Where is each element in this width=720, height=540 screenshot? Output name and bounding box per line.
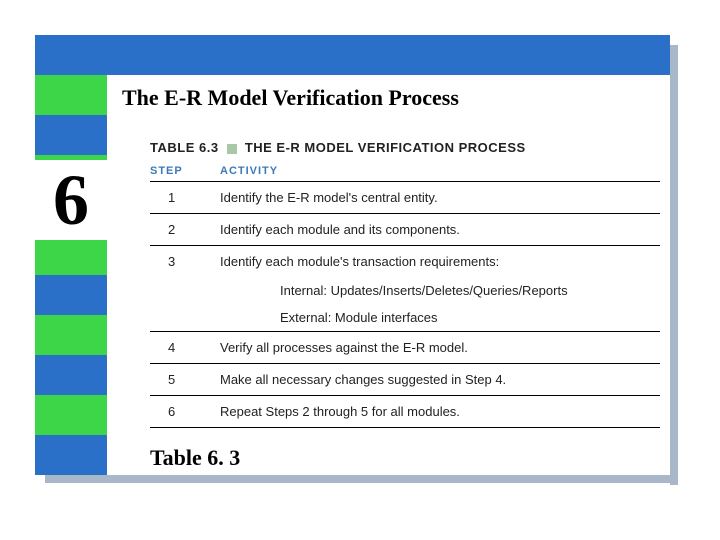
activity-cell: Verify all processes against the E-R mod… (220, 340, 660, 355)
stripe (35, 75, 107, 115)
step-cell: 5 (150, 372, 220, 387)
caption-title: THE E-R MODEL VERIFICATION PROCESS (245, 140, 526, 155)
header-activity: ACTIVITY (220, 165, 660, 177)
activity-cell: Identify the E-R model's central entity. (220, 190, 660, 205)
activity-cell: Repeat Steps 2 through 5 for all modules… (220, 404, 660, 419)
step-cell: 4 (150, 340, 220, 355)
table-row: 4 Verify all processes against the E-R m… (150, 331, 660, 363)
activity-cell: Identify each module's transaction requi… (220, 254, 660, 269)
caption-square-icon (227, 144, 237, 154)
table-header-row: STEP ACTIVITY (150, 165, 660, 181)
slide-title: The E-R Model Verification Process (122, 85, 459, 111)
stripe (35, 115, 107, 155)
stripe (35, 275, 107, 315)
table-row: 3 Identify each module's transaction req… (150, 245, 660, 277)
table-row: 6 Repeat Steps 2 through 5 for all modul… (150, 395, 660, 428)
activity-cell: Identify each module and its components. (220, 222, 660, 237)
table-subrow: External: Module interfaces (150, 304, 660, 331)
table-caption: TABLE 6.3 THE E-R MODEL VERIFICATION PRO… (150, 140, 660, 155)
table-subrow: Internal: Updates/Inserts/Deletes/Querie… (150, 277, 660, 304)
stripe (35, 395, 107, 435)
step-cell: 3 (150, 254, 220, 269)
figure-label: Table 6. 3 (150, 445, 240, 471)
chapter-number: 6 (35, 160, 107, 240)
step-cell: 2 (150, 222, 220, 237)
stripe (35, 35, 107, 75)
table-row: 5 Make all necessary changes suggested i… (150, 363, 660, 395)
table-row: 2 Identify each module and its component… (150, 213, 660, 245)
step-cell: 1 (150, 190, 220, 205)
slide-shadow-bottom (45, 475, 678, 483)
sidebar-stripes (35, 35, 107, 475)
slide-shadow-right (670, 45, 678, 485)
header-bar (35, 35, 670, 75)
stripe (35, 315, 107, 355)
caption-prefix: TABLE 6.3 (150, 140, 219, 155)
activity-cell: Make all necessary changes suggested in … (220, 372, 660, 387)
header-step: STEP (150, 165, 220, 177)
verification-table: TABLE 6.3 THE E-R MODEL VERIFICATION PRO… (150, 140, 660, 428)
stripe (35, 435, 107, 475)
table-row: 1 Identify the E-R model's central entit… (150, 181, 660, 213)
stripe (35, 355, 107, 395)
step-cell: 6 (150, 404, 220, 419)
